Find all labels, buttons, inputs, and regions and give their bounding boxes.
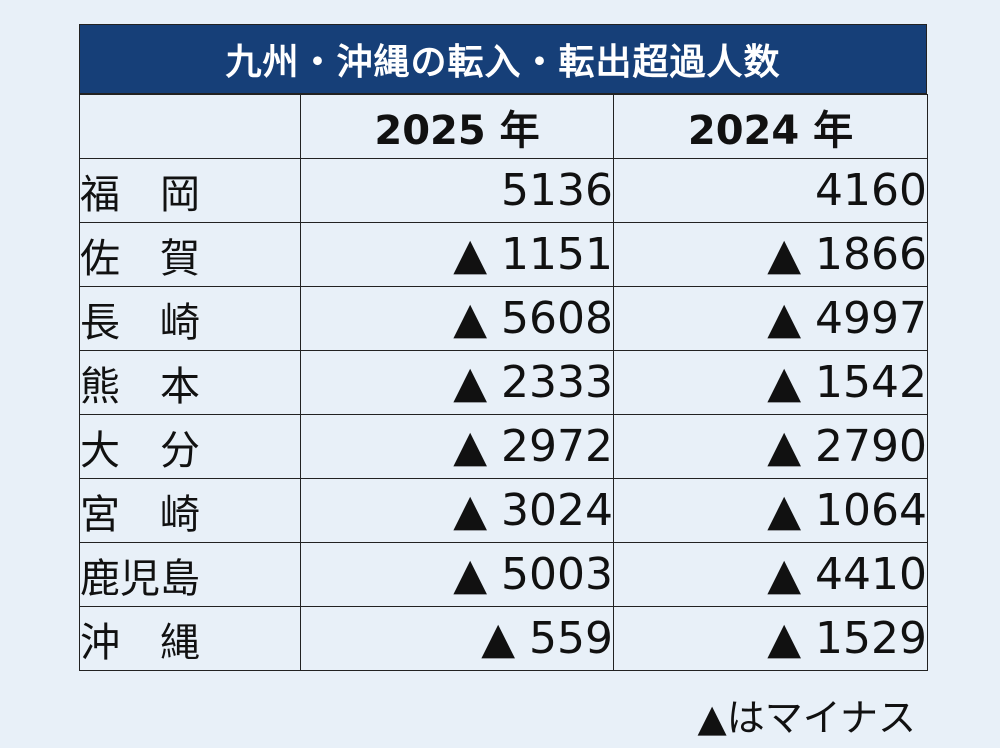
table-row: 熊 本 ▲ 2333 ▲ 1542	[79, 350, 928, 415]
header-row: 2025 年 2024 年	[79, 94, 928, 159]
prefecture-name: 佐 賀	[79, 222, 301, 287]
value-2024: ▲ 4997	[613, 286, 928, 351]
table-row: 佐 賀 ▲ 1151 ▲ 1866	[79, 222, 928, 287]
prefecture-name: 宮 崎	[79, 478, 301, 543]
prefecture-name: 鹿児島	[79, 542, 301, 607]
value-2024: ▲ 1866	[613, 222, 928, 287]
migration-table: 九州・沖縄の転入・転出超過人数 2025 年 2024 年 福 岡 5136 4…	[79, 24, 928, 671]
value-2025: ▲ 1151	[300, 222, 614, 287]
prefecture-name: 大 分	[79, 414, 301, 479]
value-2025: 5136	[300, 158, 614, 223]
value-2025: ▲ 5003	[300, 542, 614, 607]
value-2025: ▲ 3024	[300, 478, 614, 543]
table-row: 沖 縄 ▲ 559 ▲ 1529	[79, 606, 928, 671]
value-2024: ▲ 1542	[613, 350, 928, 415]
data-grid: 2025 年 2024 年 福 岡 5136 4160 佐 賀 ▲ 1151 ▲…	[79, 94, 928, 671]
value-2025: ▲ 559	[300, 606, 614, 671]
prefecture-name: 沖 縄	[79, 606, 301, 671]
value-2025: ▲ 5608	[300, 286, 614, 351]
value-2024: ▲ 4410	[613, 542, 928, 607]
value-2024: ▲ 1529	[613, 606, 928, 671]
table-row: 福 岡 5136 4160	[79, 158, 928, 223]
table-row: 鹿児島 ▲ 5003 ▲ 4410	[79, 542, 928, 607]
prefecture-name: 熊 本	[79, 350, 301, 415]
value-2025: ▲ 2333	[300, 350, 614, 415]
header-2024: 2024 年	[613, 94, 928, 159]
header-empty-cell	[79, 94, 301, 159]
prefecture-name: 福 岡	[79, 158, 301, 223]
table-title: 九州・沖縄の転入・転出超過人数	[79, 24, 927, 94]
table-row: 大 分 ▲ 2972 ▲ 2790	[79, 414, 928, 479]
value-2024: ▲ 2790	[613, 414, 928, 479]
value-2025: ▲ 2972	[300, 414, 614, 479]
table-row: 長 崎 ▲ 5608 ▲ 4997	[79, 286, 928, 351]
value-2024: 4160	[613, 158, 928, 223]
footnote: ▲はマイナス	[697, 696, 916, 740]
table-row: 宮 崎 ▲ 3024 ▲ 1064	[79, 478, 928, 543]
header-2025: 2025 年	[300, 94, 614, 159]
prefecture-name: 長 崎	[79, 286, 301, 351]
value-2024: ▲ 1064	[613, 478, 928, 543]
